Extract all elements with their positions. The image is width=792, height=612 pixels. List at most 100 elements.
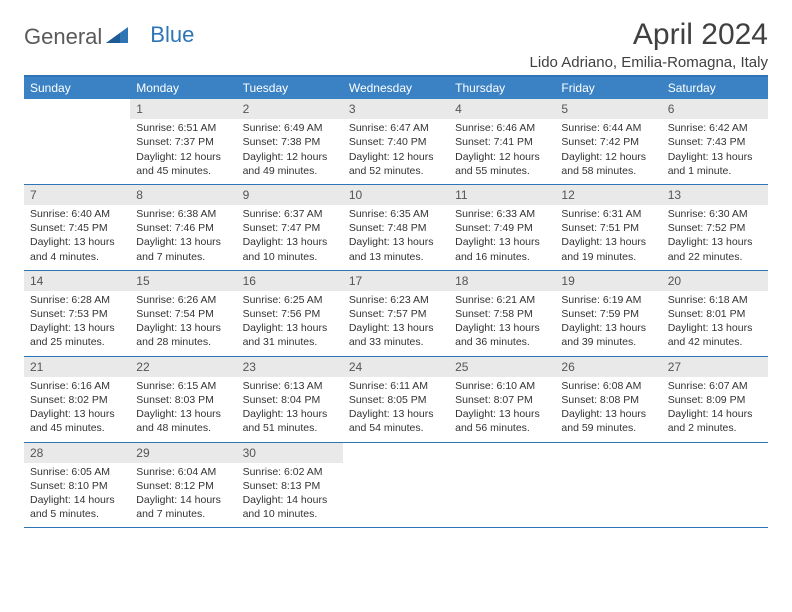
day-number: 21 — [24, 357, 130, 377]
daylight-text: Daylight: 12 hours and 58 minutes. — [561, 150, 655, 178]
sunset-text: Sunset: 7:48 PM — [349, 221, 443, 235]
day-number: 27 — [662, 357, 768, 377]
sunrise-text: Sunrise: 6:44 AM — [561, 121, 655, 135]
day-number: 26 — [555, 357, 661, 377]
sunset-text: Sunset: 7:53 PM — [30, 307, 124, 321]
sunset-text: Sunset: 7:43 PM — [668, 135, 762, 149]
cell-body: Sunrise: 6:44 AMSunset: 7:42 PMDaylight:… — [555, 119, 661, 184]
day-header: Saturday — [662, 77, 768, 99]
calendar-cell: 2Sunrise: 6:49 AMSunset: 7:38 PMDaylight… — [237, 99, 343, 184]
cell-body: Sunrise: 6:04 AMSunset: 8:12 PMDaylight:… — [130, 463, 236, 528]
sunrise-text: Sunrise: 6:16 AM — [30, 379, 124, 393]
week-row: 1Sunrise: 6:51 AMSunset: 7:37 PMDaylight… — [24, 99, 768, 185]
day-header: Thursday — [449, 77, 555, 99]
calendar-cell: 28Sunrise: 6:05 AMSunset: 8:10 PMDayligh… — [24, 443, 130, 528]
day-number: 9 — [237, 185, 343, 205]
day-number: 1 — [130, 99, 236, 119]
calendar-cell — [662, 443, 768, 528]
sunrise-text: Sunrise: 6:18 AM — [668, 293, 762, 307]
calendar-cell: 4Sunrise: 6:46 AMSunset: 7:41 PMDaylight… — [449, 99, 555, 184]
daylight-text: Daylight: 13 hours and 16 minutes. — [455, 235, 549, 263]
sunset-text: Sunset: 7:59 PM — [561, 307, 655, 321]
sunset-text: Sunset: 7:49 PM — [455, 221, 549, 235]
cell-body — [662, 463, 768, 471]
daylight-text: Daylight: 13 hours and 42 minutes. — [668, 321, 762, 349]
sunset-text: Sunset: 8:02 PM — [30, 393, 124, 407]
cell-body: Sunrise: 6:21 AMSunset: 7:58 PMDaylight:… — [449, 291, 555, 356]
cell-body: Sunrise: 6:47 AMSunset: 7:40 PMDaylight:… — [343, 119, 449, 184]
day-number: 17 — [343, 271, 449, 291]
day-number: 2 — [237, 99, 343, 119]
calendar-cell: 19Sunrise: 6:19 AMSunset: 7:59 PMDayligh… — [555, 271, 661, 356]
sunset-text: Sunset: 8:10 PM — [30, 479, 124, 493]
day-number: 8 — [130, 185, 236, 205]
sunrise-text: Sunrise: 6:15 AM — [136, 379, 230, 393]
daylight-text: Daylight: 13 hours and 10 minutes. — [243, 235, 337, 263]
day-number: 28 — [24, 443, 130, 463]
sunrise-text: Sunrise: 6:37 AM — [243, 207, 337, 221]
cell-body: Sunrise: 6:18 AMSunset: 8:01 PMDaylight:… — [662, 291, 768, 356]
sunset-text: Sunset: 8:08 PM — [561, 393, 655, 407]
cell-body: Sunrise: 6:38 AMSunset: 7:46 PMDaylight:… — [130, 205, 236, 270]
daylight-text: Daylight: 13 hours and 33 minutes. — [349, 321, 443, 349]
daylight-text: Daylight: 13 hours and 54 minutes. — [349, 407, 443, 435]
calendar-cell: 25Sunrise: 6:10 AMSunset: 8:07 PMDayligh… — [449, 357, 555, 442]
cell-body — [449, 463, 555, 471]
calendar-weeks: 1Sunrise: 6:51 AMSunset: 7:37 PMDaylight… — [24, 99, 768, 528]
day-header-row: SundayMondayTuesdayWednesdayThursdayFrid… — [24, 77, 768, 99]
sunrise-text: Sunrise: 6:10 AM — [455, 379, 549, 393]
calendar: SundayMondayTuesdayWednesdayThursdayFrid… — [24, 75, 768, 528]
sunset-text: Sunset: 8:05 PM — [349, 393, 443, 407]
day-number: 19 — [555, 271, 661, 291]
logo-text-general: General — [24, 24, 102, 50]
week-row: 28 Sunrise: 6:05 AMSunset: 8:10 PM Dayligh… — [24, 443, 768, 529]
sunset-text: Sunset: 7:52 PM — [668, 221, 762, 235]
day-number: 3 — [343, 99, 449, 119]
calendar-cell: 14Sunrise: 6:28 AMSunset: 7:53 PMDayligh… — [24, 271, 130, 356]
logo: General Blue — [24, 18, 194, 50]
calendar-cell: 30Sunrise: 6:02 AMSunset: 8:13 PMDayligh… — [237, 443, 343, 528]
daylight-text: Daylight: 13 hours and 45 minutes. — [30, 407, 124, 435]
sunset-text: Sunset: 7:57 PM — [349, 307, 443, 321]
day-header: Wednesday — [343, 77, 449, 99]
sunset-text: Sunset: 8:03 PM — [136, 393, 230, 407]
daylight-text: Daylight: 13 hours and 39 minutes. — [561, 321, 655, 349]
sunset-text: Sunset: 7:40 PM — [349, 135, 443, 149]
daylight-text: Daylight: 14 hours and 10 minutes. — [243, 493, 337, 521]
cell-body: Sunrise: 6:51 AMSunset: 7:37 PMDaylight:… — [130, 119, 236, 184]
sunset-text: Sunset: 8:12 PM — [136, 479, 230, 493]
daylight-text: Daylight: 13 hours and 56 minutes. — [455, 407, 549, 435]
cell-body: Sunrise: 6:40 AMSunset: 7:45 PMDaylight:… — [24, 205, 130, 270]
daylight-text: Daylight: 13 hours and 1 minute. — [668, 150, 762, 178]
day-header: Tuesday — [237, 77, 343, 99]
sunset-text: Sunset: 7:47 PM — [243, 221, 337, 235]
sunrise-text: Sunrise: 6:25 AM — [243, 293, 337, 307]
day-number: 10 — [343, 185, 449, 205]
sunrise-text: Sunrise: 6:07 AM — [668, 379, 762, 393]
day-number: 4 — [449, 99, 555, 119]
sunset-text: Sunset: 8:01 PM — [668, 307, 762, 321]
cell-body: Sunrise: 6:31 AMSunset: 7:51 PMDaylight:… — [555, 205, 661, 270]
sunrise-text: Sunrise: 6:51 AM — [136, 121, 230, 135]
sunrise-text: Sunrise: 6:47 AM — [349, 121, 443, 135]
calendar-cell — [449, 443, 555, 528]
sunset-text: Sunset: 7:42 PM — [561, 135, 655, 149]
daylight-text: Daylight: 13 hours and 59 minutes. — [561, 407, 655, 435]
cell-body: Sunrise: 6:37 AMSunset: 7:47 PMDaylight:… — [237, 205, 343, 270]
calendar-cell: 23Sunrise: 6:13 AMSunset: 8:04 PMDayligh… — [237, 357, 343, 442]
day-number: 30 — [237, 443, 343, 463]
day-number: 12 — [555, 185, 661, 205]
day-number: 24 — [343, 357, 449, 377]
day-number: 5 — [555, 99, 661, 119]
daylight-text: Daylight: 12 hours and 45 minutes. — [136, 150, 230, 178]
daylight-text: Daylight: 13 hours and 7 minutes. — [136, 235, 230, 263]
sunrise-text: Sunrise: 6:05 AM — [30, 465, 124, 479]
day-number: 7 — [24, 185, 130, 205]
day-number: 23 — [237, 357, 343, 377]
calendar-cell: 26Sunrise: 6:08 AMSunset: 8:08 PMDayligh… — [555, 357, 661, 442]
cell-body: Sunrise: 6:02 AMSunset: 8:13 PMDaylight:… — [237, 463, 343, 528]
calendar-cell: 29Sunrise: 6:04 AMSunset: 8:12 PMDayligh… — [130, 443, 236, 528]
daylight-text: Daylight: 13 hours and 48 minutes. — [136, 407, 230, 435]
calendar-cell: 27Sunrise: 6:07 AMSunset: 8:09 PMDayligh… — [662, 357, 768, 442]
sunrise-text: Sunrise: 6:49 AM — [243, 121, 337, 135]
